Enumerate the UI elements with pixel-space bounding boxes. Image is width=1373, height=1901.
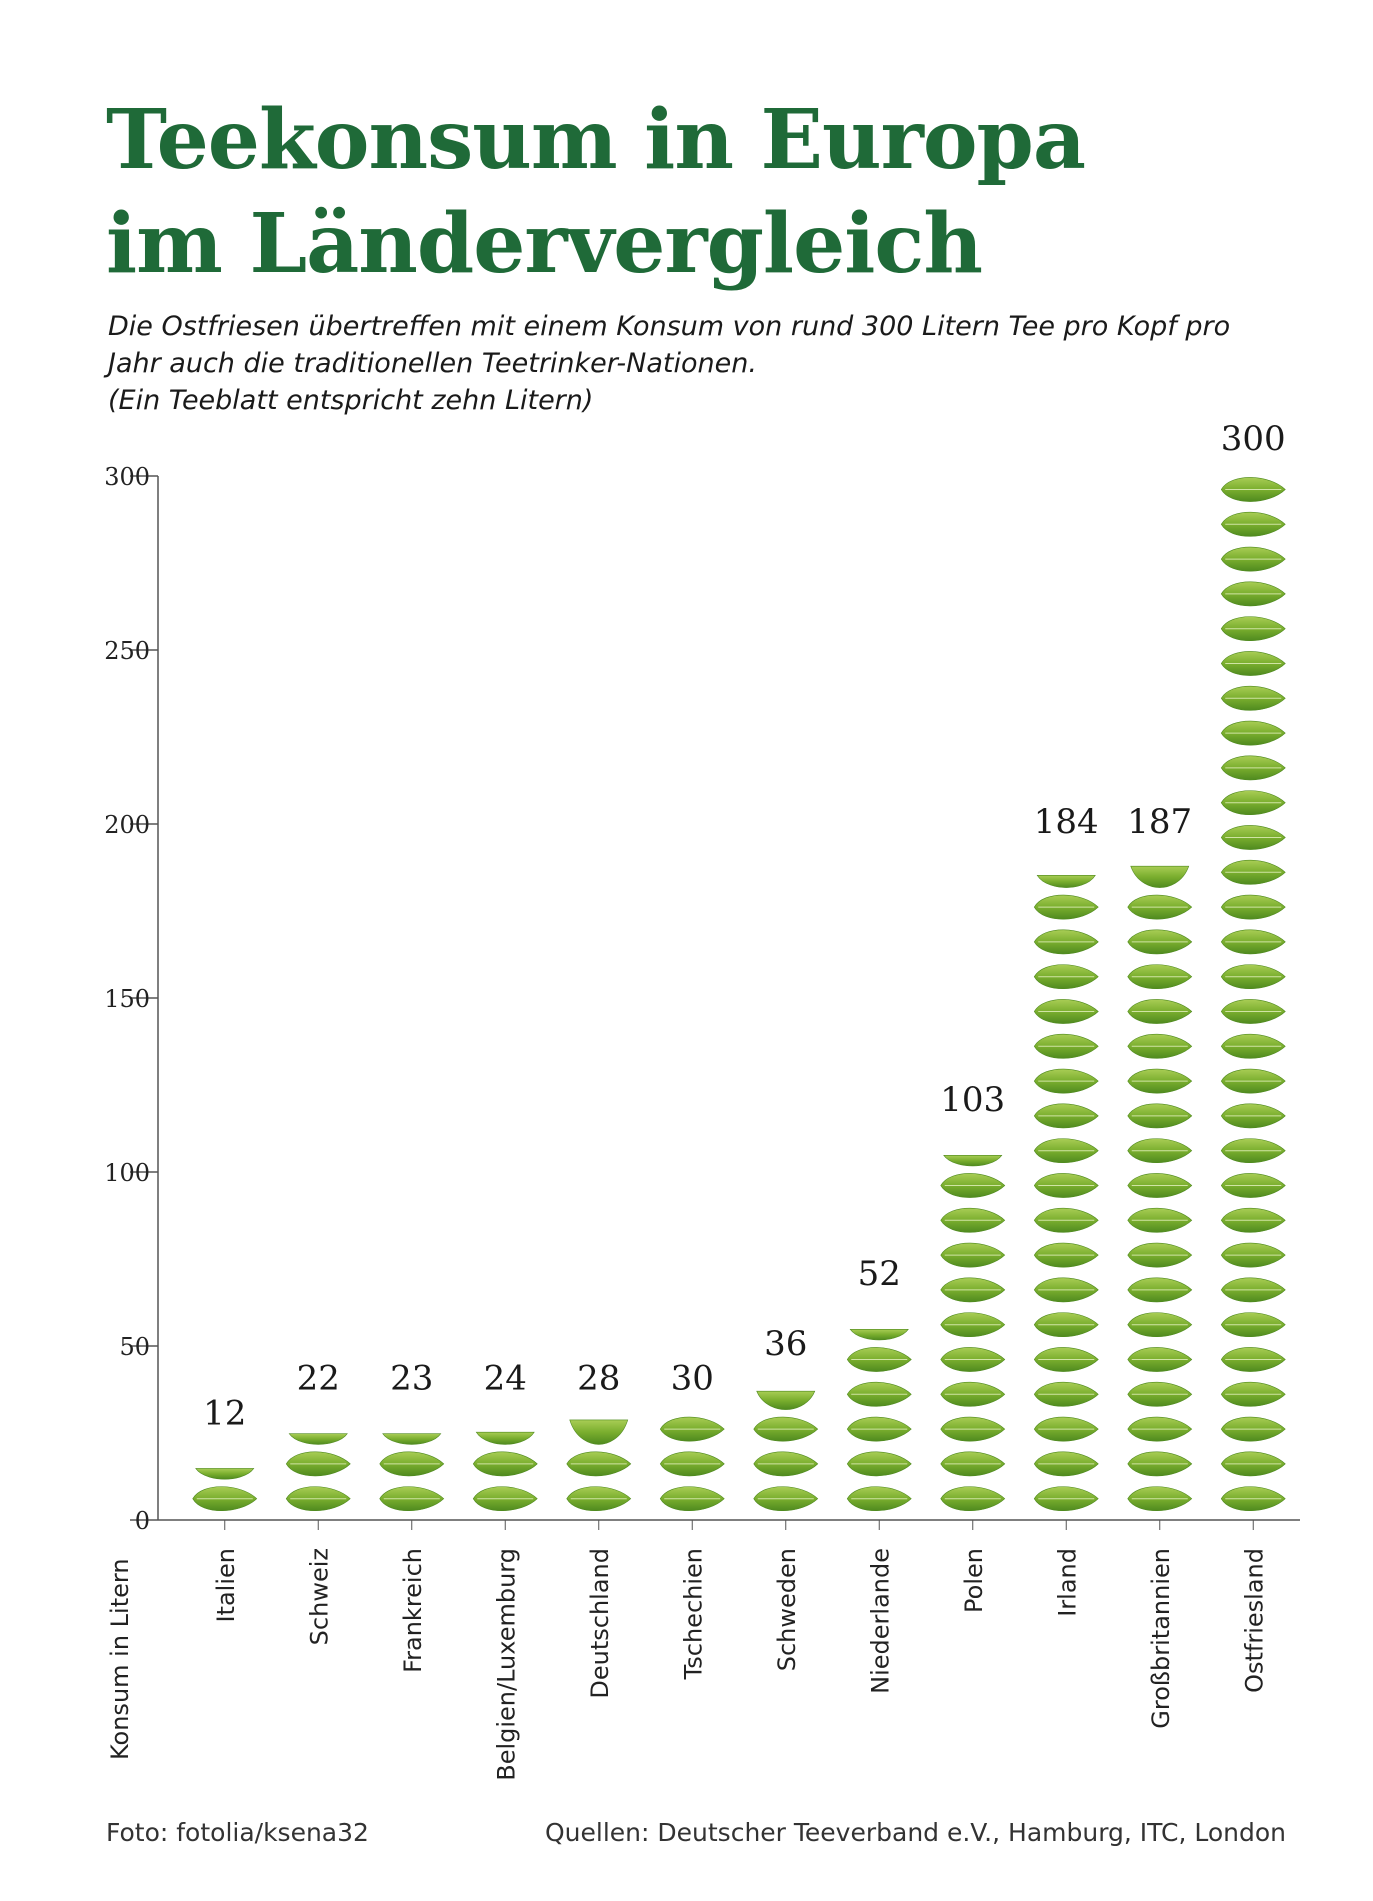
data-label: 23 (390, 1359, 433, 1399)
tea-leaf-partial (1036, 875, 1096, 888)
tea-leaf-partial (1130, 865, 1190, 888)
sources-note: Quellen: Deutscher Teeverband e.V., Hamb… (545, 1818, 1286, 1847)
subtitle-line-2: Jahr auch die traditionellen Teetrinker-… (108, 348, 757, 379)
x-tick-label: Großbritannien (1147, 1548, 1175, 1729)
x-tick-label: Niederlande (866, 1548, 894, 1694)
tea-leaf-partial (288, 1433, 348, 1445)
x-tick-label: Tschechien (679, 1548, 707, 1680)
bar-niederlande: 52 Niederlande (846, 1254, 912, 1694)
x-tick-label: Italien (212, 1548, 240, 1623)
tea-leaf-partial (195, 1468, 255, 1480)
chart-title: Teekonsum in Europa im Ländervergleich (106, 88, 1086, 296)
tea-leaf-partial (849, 1328, 909, 1341)
tea-leaf-partial (382, 1433, 442, 1445)
x-tick-label: Frankreich (399, 1548, 427, 1673)
data-label: 22 (297, 1359, 340, 1399)
y-tick-label: 50 (119, 1333, 150, 1361)
tea-leaf-partial (756, 1390, 816, 1410)
y-tick-label: 100 (104, 1159, 150, 1187)
title-line-2: im Ländervergleich (106, 196, 983, 292)
chart-subtitle: Die Ostfriesen übertreffen mit einem Kon… (108, 308, 1308, 419)
x-tick-label: Schweiz (305, 1548, 333, 1645)
data-label: 300 (1221, 419, 1286, 459)
data-label: 36 (764, 1324, 807, 1364)
bar-belgien-luxemburg: 24 Belgien/Luxemburg (472, 1359, 538, 1781)
data-label: 28 (577, 1359, 620, 1399)
bar-deutschland: 28 Deutschland (566, 1359, 632, 1699)
bar-italien: 12 Italien (192, 1393, 258, 1623)
bar-gro-britannien: 187 Großbritannien (1127, 802, 1192, 1729)
title-line-1: Teekonsum in Europa (106, 92, 1086, 188)
tea-leaf-partial (943, 1154, 1003, 1167)
x-tick-label: Schweden (773, 1548, 801, 1671)
tea-leaf-partial (569, 1419, 629, 1445)
data-label: 24 (484, 1359, 527, 1399)
y-tick-label: 0 (135, 1507, 150, 1535)
data-label: 52 (858, 1254, 901, 1294)
data-label: 103 (940, 1080, 1005, 1120)
bar-tschechien: 30 Tschechien (659, 1359, 725, 1680)
y-tick-label: 300 (104, 463, 150, 491)
subtitle-line-1: Die Ostfriesen übertreffen mit einem Kon… (108, 311, 1231, 342)
bar-frankreich: 23 Frankreich (379, 1359, 445, 1673)
x-tick-label: Belgien/Luxemburg (492, 1548, 520, 1781)
x-tick-label: Ostfriesland (1240, 1548, 1268, 1693)
photo-credit: Foto: fotolia/ksena32 (106, 1818, 369, 1847)
tea-consumption-chart: 0 50 100 150 200 250 300 Konsum in Litern 12 Ita… (104, 419, 1300, 1781)
data-label: 184 (1034, 802, 1099, 842)
y-tick-label: 200 (104, 811, 150, 839)
bar-ostfriesland: 300 Ostfriesland (1221, 419, 1286, 1693)
subtitle-line-3: (Ein Teeblatt entspricht zehn Litern) (108, 385, 594, 416)
data-label: 12 (203, 1393, 246, 1433)
x-tick-label: Irland (1053, 1548, 1081, 1617)
bar-schweden: 36 Schweden (753, 1324, 819, 1671)
data-label: 187 (1127, 802, 1192, 842)
y-tick-label: 250 (104, 637, 150, 665)
bar-irland: 184 Irland (1034, 802, 1099, 1617)
y-axis-title: Konsum in Litern (106, 1558, 134, 1760)
x-tick-label: Deutschland (586, 1548, 614, 1699)
x-tick-label: Polen (960, 1548, 988, 1613)
tea-leaf-partial (475, 1431, 535, 1445)
bar-polen: 103 Polen (940, 1080, 1005, 1613)
bar-schweiz: 22 Schweiz (285, 1359, 351, 1645)
y-tick-label: 150 (104, 985, 150, 1013)
data-label: 30 (671, 1359, 714, 1399)
